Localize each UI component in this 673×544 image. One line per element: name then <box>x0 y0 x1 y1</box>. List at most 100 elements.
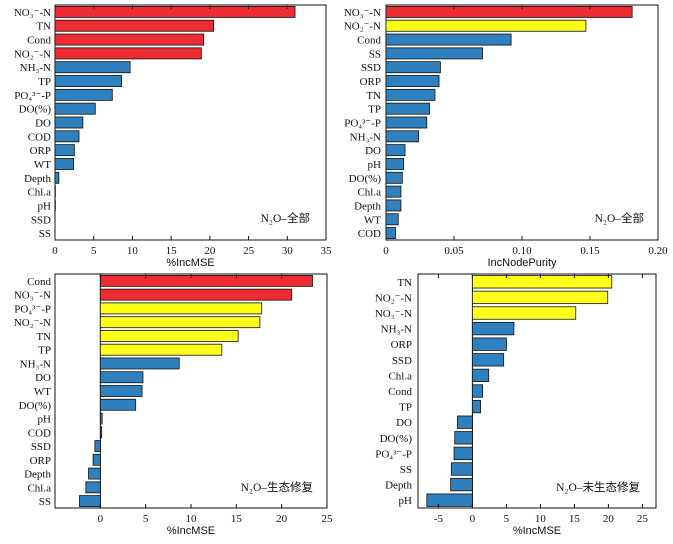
category-label: Chl.a <box>27 187 51 199</box>
category-label: SSD <box>31 441 51 453</box>
bar <box>385 213 399 226</box>
category-label: Depth <box>354 200 381 212</box>
category-label: Cond <box>27 276 51 288</box>
category-label: WT <box>34 159 51 171</box>
chart-panel-4: TN NO₂⁻-N NO₃⁻-N NH₃-N ORP SSD Chl.a Cond TP DO DO… <box>375 273 657 537</box>
bar <box>385 47 483 60</box>
bar <box>385 75 440 87</box>
category-label: SS <box>39 496 51 508</box>
bar <box>471 399 481 414</box>
category-label: WT <box>364 214 381 226</box>
bar <box>471 353 505 367</box>
x-tick-label: 10 <box>535 513 547 525</box>
category-label: NO₃⁻-N <box>14 290 51 302</box>
category-label: COD <box>358 228 381 240</box>
category-label: TN <box>397 277 412 289</box>
category-label: NO₃⁻-N <box>14 7 51 19</box>
bar <box>99 343 223 356</box>
category-label: TN <box>366 90 381 102</box>
bar <box>99 426 103 439</box>
category-label: SSD <box>31 214 51 226</box>
x-tick-label: 10 <box>186 513 198 525</box>
bar <box>385 5 633 18</box>
bar <box>385 102 430 115</box>
x-tick-label: -5 <box>434 513 444 525</box>
x-tick-label: 15 <box>166 245 178 257</box>
bar <box>471 368 490 383</box>
bar <box>54 19 215 32</box>
bar <box>385 116 428 129</box>
category-label: DO <box>365 145 381 157</box>
bar <box>385 144 406 157</box>
bar <box>99 302 263 315</box>
category-label: NO₂⁻-N <box>344 21 381 33</box>
x-tick-label: 15 <box>569 513 581 525</box>
x-tick-label: 0 <box>383 245 389 257</box>
bar <box>99 412 103 425</box>
category-label: NO₂⁻-N <box>14 48 51 60</box>
x-axis-title: %IncMSE <box>513 525 561 537</box>
bar <box>54 116 84 129</box>
bar <box>471 384 483 398</box>
x-tick-label: 30 <box>282 245 294 257</box>
category-label: PO₄³⁻-P <box>14 303 51 315</box>
bar <box>385 61 441 74</box>
category-label: ORP <box>30 455 51 467</box>
bar <box>385 130 420 143</box>
panel-annotation: N₂O–未生态修复 <box>556 480 640 494</box>
category-label: TP <box>38 76 51 88</box>
category-label: pH <box>368 159 382 171</box>
category-label: Cond <box>357 35 381 47</box>
category-label: DO(%) <box>19 400 52 412</box>
category-label: NO₃⁻-N <box>344 7 381 19</box>
category-label: SS <box>369 48 381 60</box>
x-tick-label: 0 <box>98 513 104 525</box>
x-axis-title: %IncMSE <box>166 257 214 269</box>
bar <box>450 477 473 492</box>
bar <box>471 290 609 305</box>
category-label: COD <box>28 131 51 143</box>
category-label: Depth <box>24 469 51 481</box>
x-tick-label: 0 <box>470 513 476 525</box>
panel-annotation: N₂O–生态修复 <box>241 480 314 494</box>
category-label: PO₄³⁻-P <box>14 90 51 102</box>
bar <box>79 495 101 508</box>
category-label: Cond <box>388 386 412 398</box>
bar <box>54 61 131 74</box>
category-label: DO(%) <box>349 173 382 185</box>
x-tick-label: 0 <box>52 245 58 257</box>
chart-panel-1: NO₃⁻-NTNCondNO₂⁻-NNH₃-NTPPO₄³⁻-PDO(%)DOC… <box>14 4 332 269</box>
category-label: COD <box>28 427 51 439</box>
category-label: SSD <box>361 62 381 74</box>
bar <box>385 88 436 101</box>
bar <box>450 462 473 476</box>
bar <box>54 171 60 184</box>
category-label: NH₃-N <box>381 324 412 336</box>
bar <box>85 481 101 494</box>
category-label: DO <box>396 417 412 429</box>
x-tick-label: 20 <box>204 245 216 257</box>
bar <box>426 493 473 507</box>
x-tick-label: 5 <box>504 513 510 525</box>
bar <box>54 75 122 87</box>
category-label: pH <box>38 414 52 426</box>
bar <box>54 47 202 60</box>
category-label: SSD <box>392 355 412 367</box>
bar <box>99 316 261 329</box>
category-label: DO(%) <box>380 433 413 445</box>
category-label: DO <box>35 372 51 384</box>
category-label: PO₄³⁻-P <box>375 448 412 460</box>
category-label: NH₃-N <box>20 358 51 370</box>
category-label: TN <box>36 331 51 343</box>
x-tick-label: 0.20 <box>648 245 668 257</box>
x-axis-title: %IncMSE <box>167 525 215 537</box>
bar <box>54 144 75 157</box>
bar <box>54 33 205 46</box>
x-tick-label: 25 <box>322 513 334 525</box>
category-label: PO₄³⁻-P <box>344 118 381 130</box>
category-label: Chl.a <box>27 482 51 494</box>
category-label: NH₃-N <box>350 131 381 143</box>
x-tick-label: 25 <box>243 245 255 257</box>
